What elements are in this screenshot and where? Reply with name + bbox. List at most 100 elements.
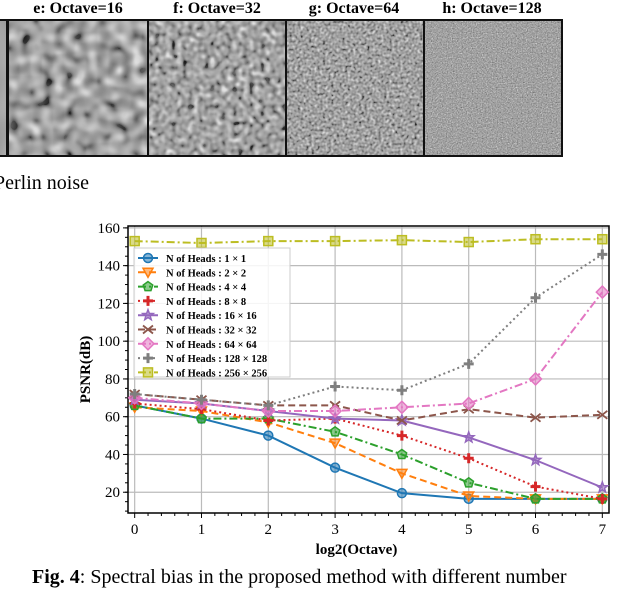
legend-marker — [140, 307, 156, 322]
data-point — [329, 425, 341, 437]
data-point — [395, 468, 409, 480]
y-tick-label: 60 — [105, 410, 120, 426]
series-line — [134, 402, 603, 500]
data-point — [396, 234, 408, 246]
subfigure-caption: Perlin noise — [0, 172, 89, 194]
data-point — [463, 476, 475, 488]
panel-title-f: f: Octave=32 — [173, 0, 261, 17]
y-tick-label: 20 — [105, 485, 120, 501]
legend-marker — [142, 367, 154, 378]
noise-image-f — [147, 19, 287, 157]
psnr-line-chart: 0 1 2 3 4 5 6 7 20 40 60 80 100 120 140 160 log2(Octave)… — [78, 221, 610, 558]
legend-label: N of Heads : 32 × 32 — [166, 326, 257, 337]
x-tick-label: 3 — [331, 522, 339, 538]
y-tick-label: 100 — [98, 334, 121, 350]
x-tick-label: 4 — [398, 522, 406, 538]
series-7 — [129, 249, 608, 411]
data-point — [528, 371, 543, 387]
data-point — [463, 236, 474, 248]
x-axis-label: log2(Octave) — [316, 542, 398, 558]
legend-label: N of Heads : 128 × 128 — [166, 354, 267, 365]
data-point — [196, 237, 207, 249]
data-point — [530, 233, 541, 245]
legend-label: N of Heads : 8 × 8 — [166, 297, 246, 308]
legend-label: N of Heads : 1 × 1 — [166, 254, 246, 265]
series-line — [134, 406, 603, 500]
legend-label: N of Heads : 2 × 2 — [166, 268, 246, 279]
legend-marker — [140, 336, 156, 351]
series-line — [134, 404, 603, 500]
data-point — [530, 481, 541, 492]
data-point — [462, 491, 475, 503]
data-point — [261, 403, 276, 419]
data-point — [263, 235, 274, 247]
x-tick-label: 1 — [198, 522, 206, 538]
series-8 — [129, 233, 608, 249]
data-point — [196, 394, 207, 405]
data-point — [597, 233, 608, 245]
x-tick-label: 2 — [265, 522, 273, 538]
data-point — [461, 429, 476, 444]
data-point — [595, 479, 610, 494]
legend-box — [133, 247, 291, 378]
data-point — [396, 487, 408, 499]
data-point — [328, 438, 342, 450]
data-point — [263, 430, 274, 441]
legend-label: N of Heads : 256 × 256 — [166, 368, 267, 379]
series-line — [134, 238, 603, 244]
data-point — [329, 462, 341, 473]
y-axis-label: PSNR(dB) — [78, 336, 94, 404]
noise-image-h — [423, 19, 563, 157]
data-point — [396, 415, 408, 426]
noise-image-g — [285, 19, 425, 157]
series-line — [134, 404, 603, 500]
legend-label: N of Heads : 4 × 4 — [166, 283, 247, 294]
caption-text: : Spectral bias in the proposed method w… — [79, 566, 567, 588]
panel-title-g: g: Octave=64 — [308, 0, 400, 17]
data-point — [329, 235, 341, 247]
noise-image-e — [7, 19, 149, 157]
legend-label: N of Heads : 16 × 16 — [166, 311, 257, 322]
series-line — [134, 393, 603, 422]
data-point — [129, 235, 140, 247]
x-tick-label: 5 — [465, 522, 473, 538]
series-line — [134, 398, 603, 489]
data-point — [528, 452, 543, 467]
data-point — [195, 412, 208, 424]
data-point — [529, 492, 542, 504]
legend-marker — [142, 252, 154, 264]
data-point — [529, 412, 542, 423]
x-tick-label: 0 — [131, 522, 139, 538]
data-point — [463, 453, 474, 464]
panel-title-h: h: Octave=128 — [442, 0, 542, 17]
data-point — [330, 381, 341, 392]
legend-label: N of Heads : 64 × 64 — [166, 340, 257, 351]
figure-caption: Fig. 4: Spectral bias in the proposed me… — [32, 566, 567, 589]
data-point — [263, 400, 274, 411]
panel-title-e: e: Octave=16 — [33, 0, 123, 17]
data-point — [597, 493, 608, 504]
legend: N of Heads : 1 × 1 N of Heads : 2 × 2 N of… — [133, 247, 291, 379]
legend-marker — [143, 353, 153, 364]
data-point — [597, 249, 608, 260]
data-point — [530, 292, 541, 303]
data-point — [396, 448, 408, 460]
y-tick-label: 80 — [105, 372, 120, 388]
data-point — [461, 396, 476, 411]
data-point — [396, 430, 407, 441]
y-tick-label: 40 — [105, 447, 120, 463]
x-tick-label: 7 — [599, 522, 607, 538]
series-line — [134, 253, 603, 407]
y-tick-label: 140 — [98, 259, 121, 275]
caption-label: Fig. 4 — [32, 566, 80, 588]
data-point — [394, 400, 409, 415]
legend-marker — [142, 280, 154, 292]
data-point — [595, 285, 610, 300]
legend-marker — [142, 324, 154, 335]
data-point — [129, 389, 140, 400]
data-point — [328, 403, 343, 419]
y-tick-label: 160 — [98, 221, 121, 237]
data-point — [596, 410, 608, 420]
y-tick-label: 120 — [98, 296, 121, 312]
data-point — [463, 358, 474, 369]
